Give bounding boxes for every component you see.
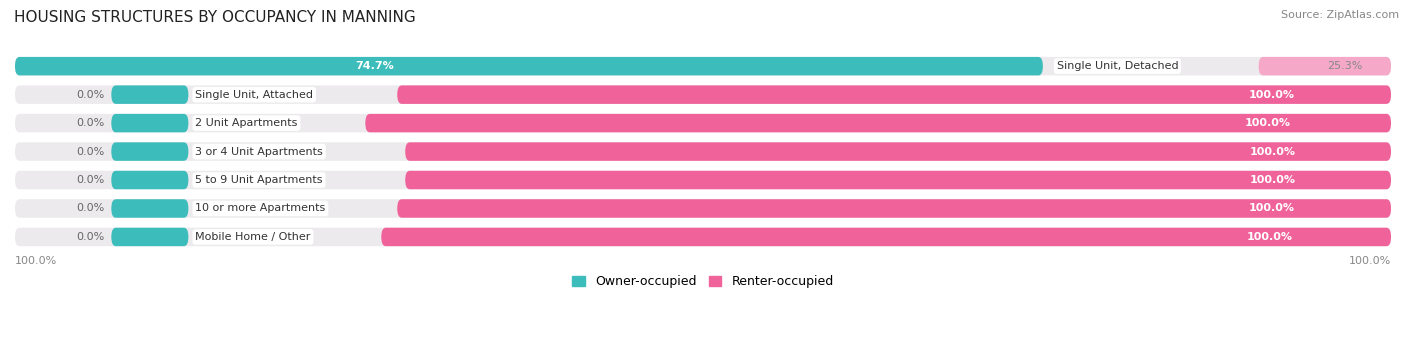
- Text: 100.0%: 100.0%: [1348, 256, 1391, 266]
- Text: 100.0%: 100.0%: [15, 256, 58, 266]
- Text: Single Unit, Detached: Single Unit, Detached: [1057, 61, 1178, 71]
- Text: Source: ZipAtlas.com: Source: ZipAtlas.com: [1281, 10, 1399, 20]
- FancyBboxPatch shape: [15, 228, 1391, 246]
- FancyBboxPatch shape: [381, 228, 1391, 246]
- Text: 0.0%: 0.0%: [76, 90, 104, 100]
- Text: 100.0%: 100.0%: [1247, 232, 1294, 242]
- Text: 0.0%: 0.0%: [76, 204, 104, 213]
- Text: 0.0%: 0.0%: [76, 118, 104, 128]
- FancyBboxPatch shape: [15, 171, 1391, 189]
- Text: 100.0%: 100.0%: [1249, 90, 1295, 100]
- Legend: Owner-occupied, Renter-occupied: Owner-occupied, Renter-occupied: [568, 270, 838, 293]
- Text: 5 to 9 Unit Apartments: 5 to 9 Unit Apartments: [195, 175, 323, 185]
- Text: Mobile Home / Other: Mobile Home / Other: [195, 232, 311, 242]
- Text: 3 or 4 Unit Apartments: 3 or 4 Unit Apartments: [195, 147, 323, 157]
- Text: 0.0%: 0.0%: [76, 147, 104, 157]
- FancyBboxPatch shape: [405, 171, 1391, 189]
- FancyBboxPatch shape: [15, 142, 1391, 161]
- Text: 10 or more Apartments: 10 or more Apartments: [195, 204, 326, 213]
- FancyBboxPatch shape: [111, 228, 188, 246]
- Text: 74.7%: 74.7%: [356, 61, 394, 71]
- FancyBboxPatch shape: [398, 199, 1391, 218]
- Text: 100.0%: 100.0%: [1250, 175, 1296, 185]
- Text: HOUSING STRUCTURES BY OCCUPANCY IN MANNING: HOUSING STRUCTURES BY OCCUPANCY IN MANNI…: [14, 10, 416, 25]
- FancyBboxPatch shape: [15, 57, 1391, 75]
- FancyBboxPatch shape: [405, 142, 1391, 161]
- Text: 2 Unit Apartments: 2 Unit Apartments: [195, 118, 298, 128]
- Text: 25.3%: 25.3%: [1327, 61, 1362, 71]
- FancyBboxPatch shape: [366, 114, 1391, 132]
- FancyBboxPatch shape: [111, 142, 188, 161]
- FancyBboxPatch shape: [15, 57, 1043, 75]
- FancyBboxPatch shape: [111, 199, 188, 218]
- Text: 0.0%: 0.0%: [76, 232, 104, 242]
- FancyBboxPatch shape: [15, 114, 1391, 132]
- Text: 0.0%: 0.0%: [76, 175, 104, 185]
- FancyBboxPatch shape: [111, 85, 188, 104]
- FancyBboxPatch shape: [15, 85, 1391, 104]
- Text: 100.0%: 100.0%: [1249, 204, 1295, 213]
- FancyBboxPatch shape: [1258, 57, 1391, 75]
- Text: Single Unit, Attached: Single Unit, Attached: [195, 90, 314, 100]
- FancyBboxPatch shape: [15, 199, 1391, 218]
- FancyBboxPatch shape: [111, 171, 188, 189]
- FancyBboxPatch shape: [398, 85, 1391, 104]
- Text: 100.0%: 100.0%: [1244, 118, 1291, 128]
- FancyBboxPatch shape: [111, 114, 188, 132]
- Text: 100.0%: 100.0%: [1250, 147, 1296, 157]
